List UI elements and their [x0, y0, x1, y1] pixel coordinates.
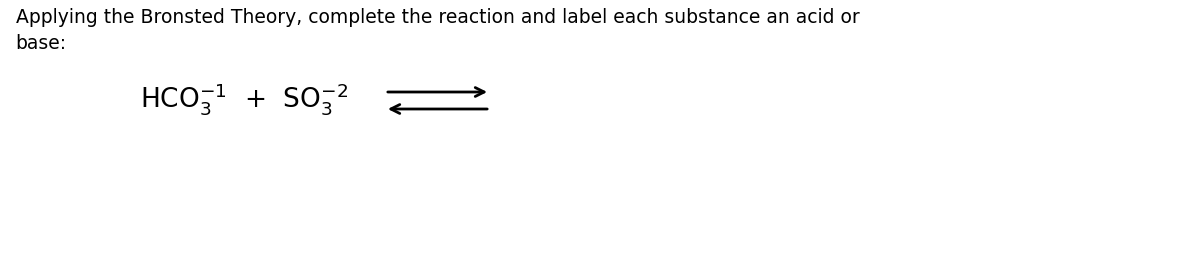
Text: HCO$_3^{-1}$  +  SO$_3^{-2}$: HCO$_3^{-1}$ + SO$_3^{-2}$ — [140, 81, 348, 117]
Text: Applying the Bronsted Theory, complete the reaction and label each substance an : Applying the Bronsted Theory, complete t… — [16, 8, 859, 53]
